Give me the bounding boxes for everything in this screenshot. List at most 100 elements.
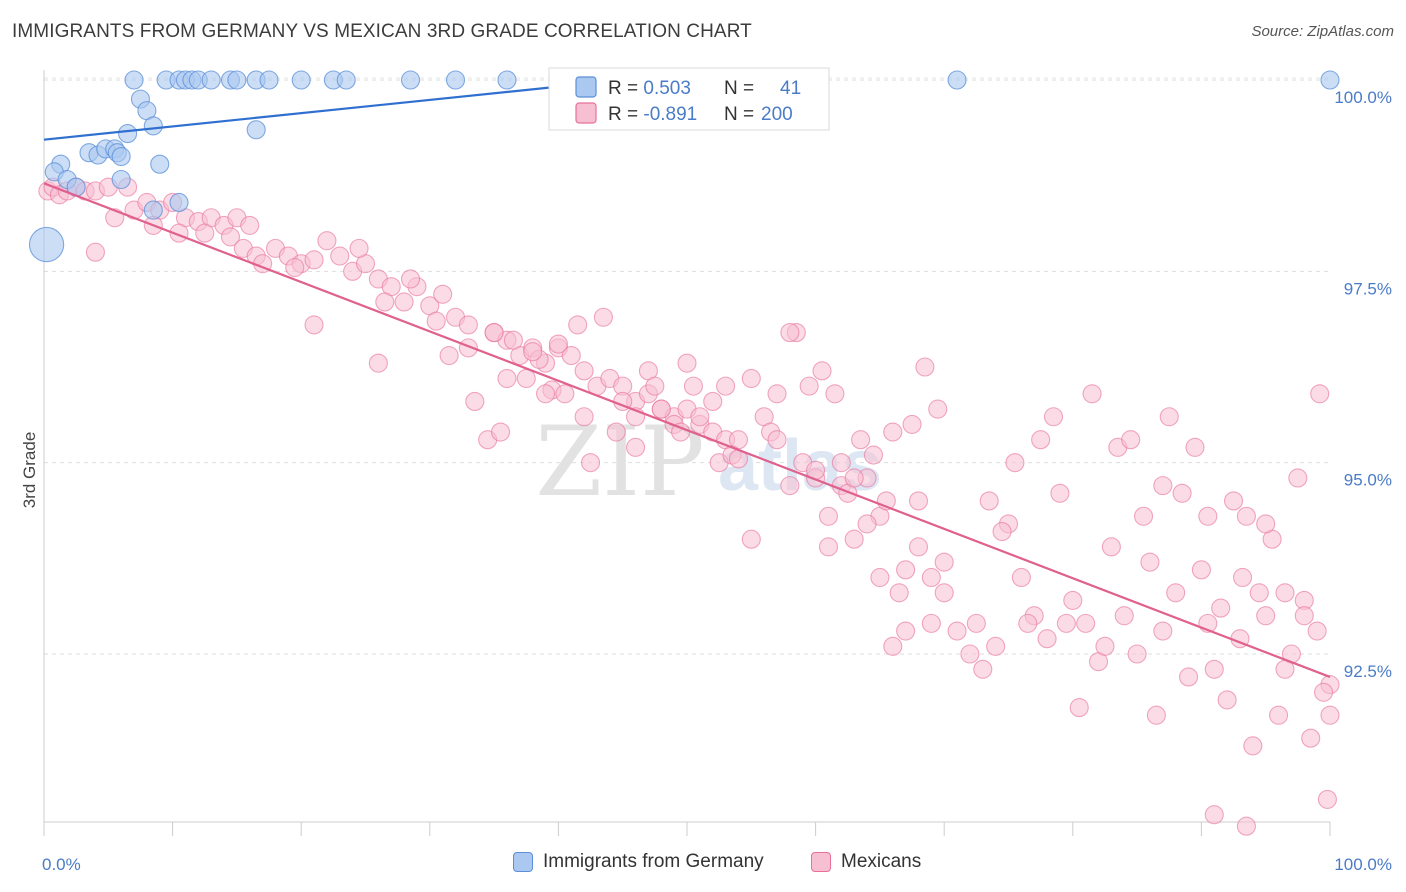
mexicans-point-173 [1018,613,1038,633]
mexicans-point-89 [574,407,594,427]
mexicans-point-200 [1224,491,1244,511]
mexicans-point-148 [921,613,941,633]
mexicans-point-18 [240,215,260,235]
mexicans-point-117 [883,422,903,442]
y-tick-label-3: 100.0% [1334,88,1392,107]
mexicans-point-79 [580,453,601,473]
y-tick-label-2: 97.5% [1344,279,1392,298]
mexicans-point-40 [394,292,414,312]
mexicans-point-141 [831,453,851,473]
germany-point-24 [246,120,266,140]
chart-source: Source: ZipAtlas.com [1251,23,1394,40]
mexicans-point-218 [1317,789,1337,809]
mexicans-point-209 [1153,476,1173,496]
mexicans-point-66 [375,292,395,312]
legend-n-label-2: N = [724,104,754,125]
mexicans-point-160 [1076,613,1096,633]
mexicans-point-140 [818,537,839,557]
mexicans-point-114 [844,529,864,549]
mexicans-point-163 [1114,606,1134,626]
mexicans-point-118 [896,560,916,580]
mexicans-point-159 [1063,590,1083,610]
mexicans-point-70 [465,391,485,411]
germany-point-37 [169,192,189,213]
mexicans-point-171 [992,521,1012,542]
mexicans-point-77 [555,384,575,404]
germany-point-11 [291,70,311,90]
x-tick-label-1: 100.0% [1334,855,1392,874]
mexicans-point-143 [857,514,877,534]
mexicans-points [38,177,1340,836]
mexicans-point-130 [863,445,884,465]
mexicans-point-93 [651,399,671,419]
mexicans-point-155 [1011,567,1031,588]
mexicans-point-135 [928,399,948,419]
mexicans-point-34 [85,242,105,262]
mexicans-point-177 [1069,698,1089,718]
mexicans-point-186 [1191,560,1211,580]
mexicans-point-31 [330,246,350,266]
mexicans-point-132 [889,583,909,603]
legend-n-value-2: 200 [761,104,793,125]
mexicans-point-195 [1307,621,1327,641]
germany-point-10 [259,70,279,90]
mexicans-point-119 [908,491,929,511]
mexicans-point-86 [523,342,543,362]
mexicans-point-97 [703,391,723,411]
mexicans-point-65 [304,315,324,335]
mexicans-point-109 [780,476,800,496]
svg-text:R = -0.891: R = -0.891 [608,104,697,125]
mexicans-point-137 [767,430,787,450]
mexicans-point-29 [304,250,324,270]
germany-point-0 [124,70,144,90]
y-tick-label-1: 95.0% [1344,471,1392,490]
mexicans-point-149 [934,552,954,572]
mexicans-point-170 [979,491,999,511]
mexicans-point-122 [741,368,761,389]
mexicans-point-134 [915,357,935,377]
mexicans-point-95 [677,353,697,373]
mexicans-point-199 [1211,598,1231,618]
germany-trend-line [43,78,623,141]
germany-point-6 [201,70,221,90]
mexicans-point-192 [1269,705,1289,725]
mexicans-point-84 [484,323,504,343]
svg-text:N =: N = [724,78,754,99]
legend-item-mexicans: Mexicans [811,851,921,873]
mexicans-point-214 [1294,606,1314,626]
mexicans-point-121 [934,583,954,603]
mexicans-point-126 [812,361,832,381]
legend-r-value-1: 0.503 [643,78,691,99]
mexicans-point-158 [1050,483,1070,503]
germany-point-31 [150,154,170,174]
mexicans-point-165 [1140,552,1160,572]
mexicans-point-53 [574,361,594,381]
mexicans-point-202 [1249,583,1269,603]
mexicans-trend-line [43,182,1331,678]
mexicans-point-201 [1236,506,1256,526]
mexicans-point-210 [1198,506,1218,526]
mexicans-point-43 [433,284,453,304]
germany-point-39 [28,226,65,263]
mexicans-point-108 [767,384,787,404]
mexicans-point-178 [1082,384,1102,404]
chart-title: IMMIGRANTS FROM GERMANY VS MEXICAN 3RD G… [12,21,752,42]
mexicans-point-146 [896,621,916,641]
mexicans-point-23 [220,227,241,247]
legend-r-label-2: R = [608,104,643,125]
mexicans-point-98 [716,376,736,396]
mexicans-point-78 [568,315,588,335]
mexicans-point-68 [426,311,446,331]
legend-swatch-germany [575,76,597,98]
mexicans-point-45 [458,315,478,335]
mexicans-point-69 [439,345,459,366]
mexicans-point-212 [1256,514,1276,534]
mexicans-point-172 [1005,453,1025,473]
y-tick-label-0: 92.5% [1344,662,1392,681]
mexicans-point-144 [870,567,890,588]
mexicans-point-183 [1146,705,1166,725]
legend-swatch-mexicans-bottom [811,852,831,872]
mexicans-point-52 [561,345,581,366]
germany-point-13 [336,70,356,90]
legend-swatch-mexicans [575,102,597,124]
